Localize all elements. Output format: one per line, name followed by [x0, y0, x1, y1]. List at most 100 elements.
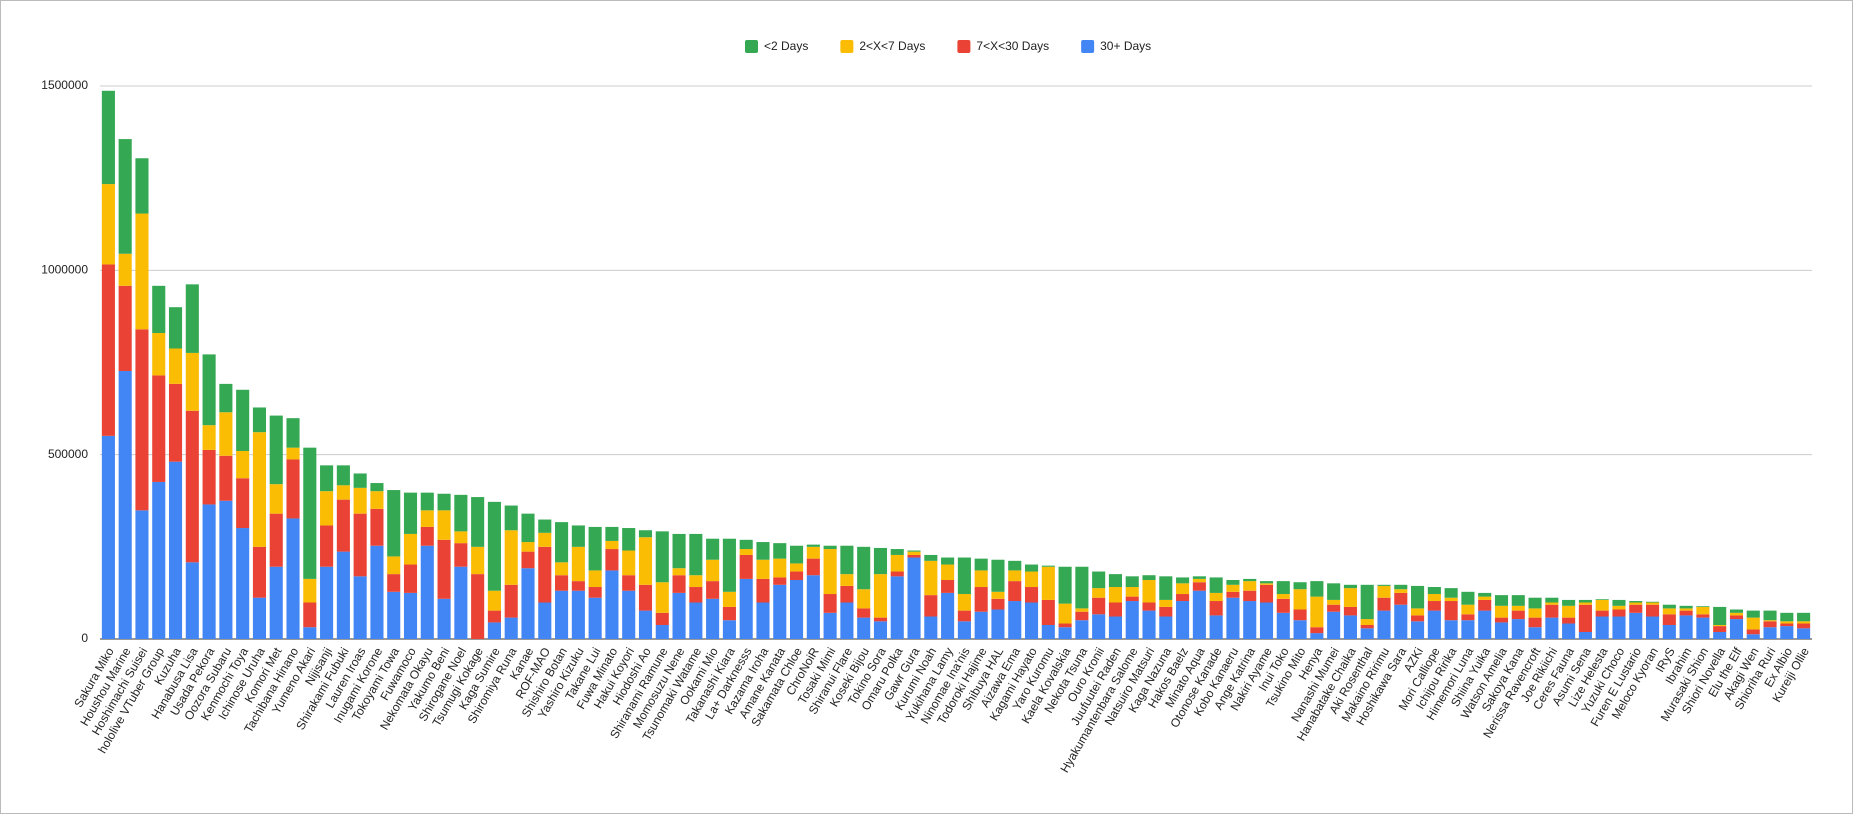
bar-segment [353, 576, 367, 639]
bar-segment [1041, 566, 1055, 600]
bar-segment [353, 513, 367, 577]
bar-segment [487, 622, 501, 639]
bar-segment [907, 551, 921, 555]
bar-segment [1679, 608, 1693, 611]
bar-segment [806, 546, 820, 559]
bar-segment [857, 617, 871, 639]
bar-segment [437, 493, 451, 511]
bar-segment [1008, 570, 1022, 582]
bar-segment [1041, 565, 1055, 567]
bar-segment [1478, 592, 1492, 597]
bar-segment [403, 592, 418, 639]
bar-segment [1192, 582, 1206, 591]
bar-segment [1058, 566, 1072, 604]
bar-segment [823, 612, 837, 639]
bar-segment [790, 580, 804, 639]
bar-segment [773, 558, 787, 578]
bar-segment [454, 566, 468, 639]
bar-segment [1259, 584, 1274, 603]
bar-segment [890, 576, 904, 639]
bar-segment [303, 447, 317, 579]
bar-segment [521, 513, 535, 543]
bar-segment [1142, 580, 1156, 603]
bar-segment [941, 557, 955, 565]
bar-segment [1578, 631, 1592, 639]
bar-segment [1092, 571, 1106, 589]
bar-segment [1226, 591, 1240, 598]
bar-segment [168, 383, 183, 462]
bar-segment [1209, 615, 1223, 639]
bar-segment [806, 575, 820, 639]
bar-segment [605, 549, 619, 571]
bar-segment [1780, 626, 1794, 639]
bar-segment [1444, 597, 1458, 602]
bar-segment [420, 492, 434, 511]
bar-segment [1276, 612, 1290, 639]
bar-segment [1142, 610, 1156, 639]
bar-segment [101, 435, 115, 639]
bar-segment [1075, 611, 1089, 621]
bar-segment [1058, 627, 1072, 639]
bar-segment [873, 621, 888, 639]
bar-segment [101, 184, 115, 265]
bar-segment [1713, 626, 1727, 632]
bar-segment [152, 481, 166, 639]
bar-segment [1058, 623, 1072, 628]
bar-segment [168, 307, 183, 349]
bar-segment [1494, 622, 1509, 639]
bar-segment [638, 584, 653, 611]
bar-segment [1360, 584, 1374, 620]
bar-segment [1545, 617, 1559, 639]
bar-segment [454, 494, 468, 532]
bar-segment [1578, 602, 1592, 605]
bar-segment [1528, 617, 1542, 628]
bar-segment [1746, 634, 1760, 639]
bar-segment [1041, 599, 1055, 625]
bar-segment [286, 459, 300, 519]
bar-segment [672, 575, 686, 593]
bar-segment [521, 551, 535, 569]
legend-swatch [1081, 40, 1095, 53]
bar-segment [1125, 587, 1139, 597]
bar-segment [1159, 606, 1173, 617]
bar-segment [1478, 599, 1492, 611]
bar-segment [1142, 575, 1156, 581]
bar-segment [790, 563, 804, 572]
bar-segment [1427, 601, 1441, 611]
bar-segment [471, 497, 485, 547]
bar-segment [1646, 616, 1660, 639]
bar-segment [1192, 576, 1206, 579]
bar-segment [1259, 602, 1274, 639]
bar-segment [555, 590, 569, 639]
bar-segment [823, 545, 837, 550]
bar-segment [974, 558, 988, 571]
bar-segment [655, 582, 669, 613]
bar-segment [1343, 615, 1357, 639]
bar-segment [1209, 577, 1223, 593]
bar-segment [353, 487, 367, 514]
bar-segment [1746, 629, 1760, 635]
bar-segment [1679, 610, 1693, 616]
bar-segment [756, 602, 770, 639]
bar-segment [135, 213, 149, 330]
bar-segment [1595, 599, 1609, 600]
bar-segment [890, 554, 904, 572]
bar-segment [1243, 601, 1257, 639]
bar-segment [790, 571, 804, 581]
bar-segment [941, 592, 955, 639]
bar-segment [1108, 574, 1122, 588]
bar-segment [1243, 590, 1257, 602]
bar-segment [118, 253, 132, 286]
bar-segment [1461, 620, 1475, 639]
bar-segment [320, 465, 334, 492]
bar-segment [1343, 606, 1357, 616]
bar-segment [504, 584, 518, 618]
bar-segment [1108, 587, 1122, 603]
bar-segment [521, 542, 535, 552]
bar-segment [1595, 599, 1609, 611]
bar-segment [437, 539, 451, 599]
bar-segment [219, 412, 233, 456]
bar-segment [1679, 615, 1693, 639]
bar-segment [840, 602, 854, 639]
